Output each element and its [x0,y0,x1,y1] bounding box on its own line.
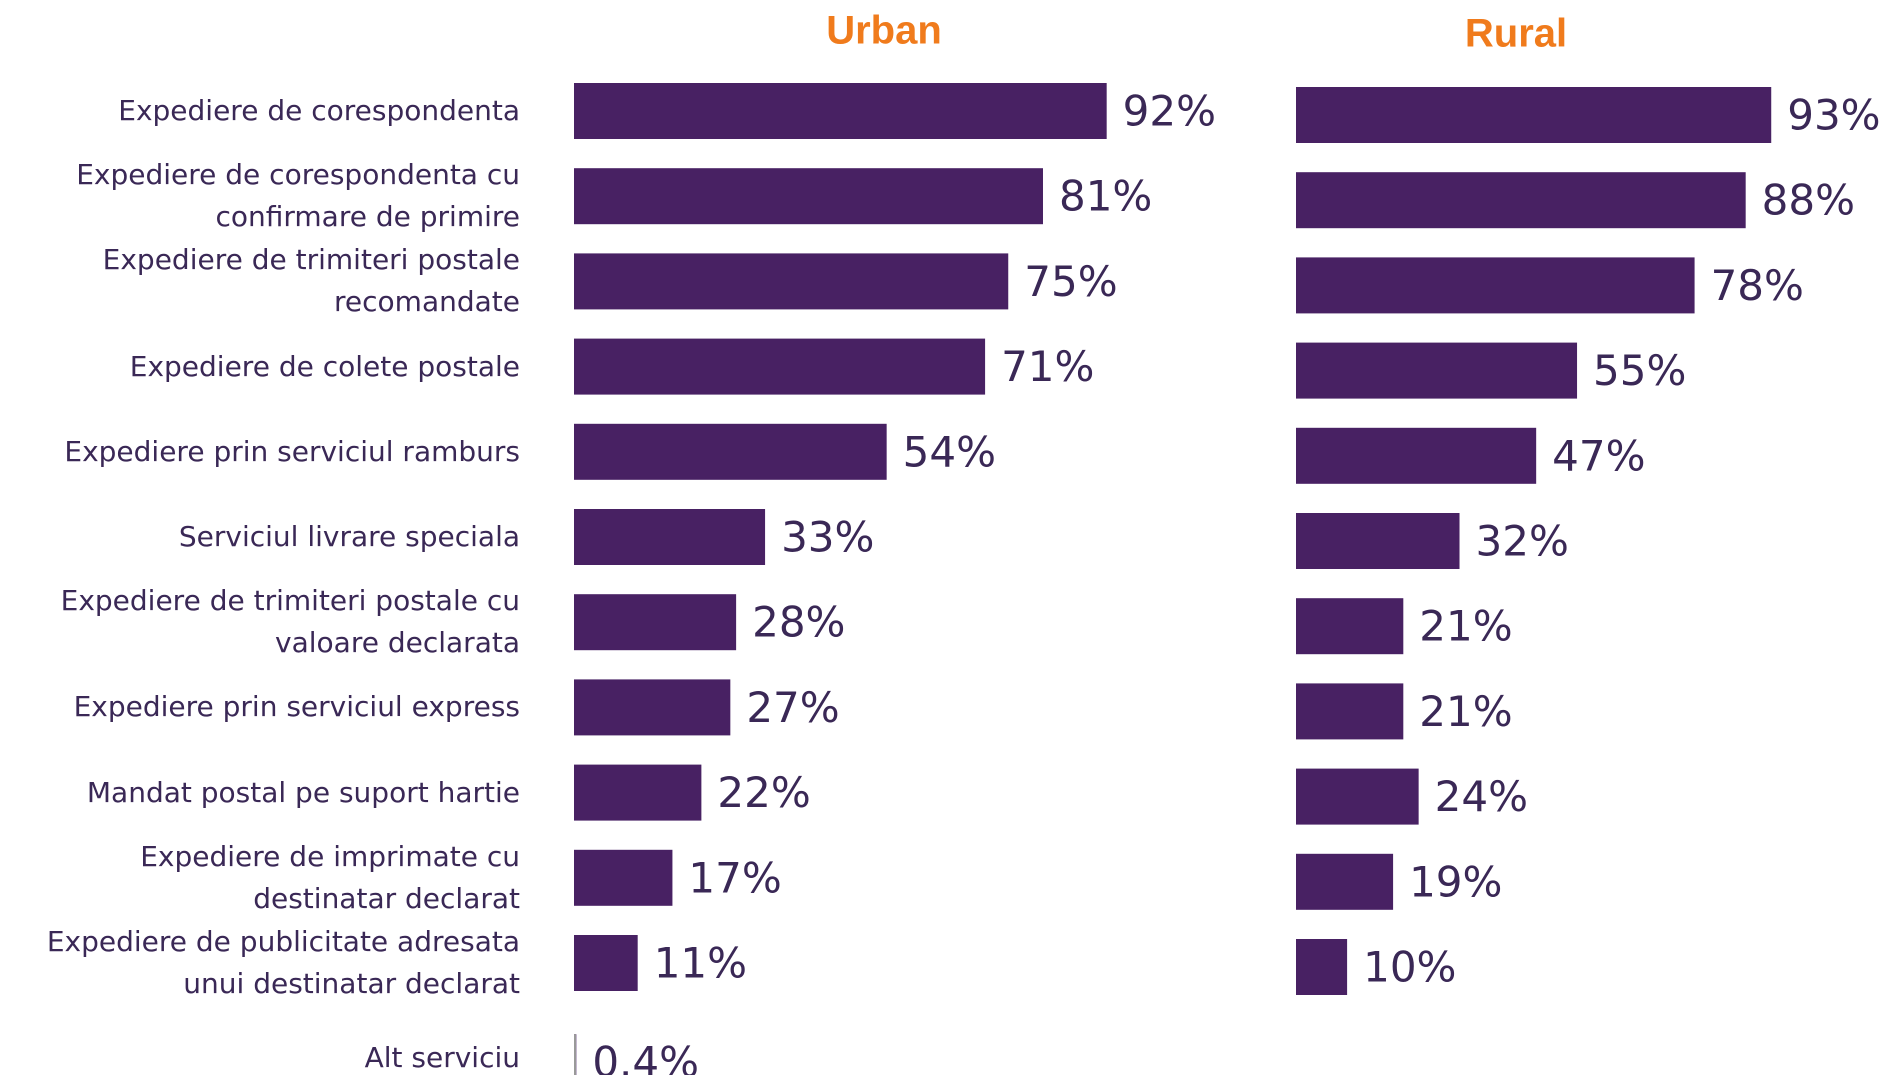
bar [1296,853,1394,910]
value-label: 32% [1476,517,1569,566]
value-label: 17% [688,853,781,902]
category-label: Expediere de trimiteri postale cu valoar… [60,584,520,660]
category-label: Expediere de publicitate adresata unui d… [46,925,520,1000]
category-label: Expediere de imprimate cu destinatar dec… [140,839,520,915]
value-label: 55% [1593,346,1686,395]
category-label: Expediere de colete postale [129,349,520,383]
value-label: 22% [717,768,810,817]
bar [574,935,638,991]
bar [1296,172,1746,229]
value-label: 24% [1435,772,1528,821]
value-label: 54% [903,427,996,476]
value-label: 28% [752,598,845,647]
value-label: 92% [1123,87,1216,136]
value-label: 88% [1762,176,1855,225]
value-label: 93% [1787,91,1880,140]
bar [1296,683,1404,740]
bar [574,253,1009,310]
bar [574,849,673,906]
value-label: 75% [1024,257,1117,306]
bar [574,764,702,821]
category-label: Alt serviciu [364,1041,520,1075]
bar [1296,87,1772,143]
value-label: 27% [746,683,839,732]
bar [574,423,887,480]
value-label: 47% [1552,431,1645,480]
value-label: 81% [1059,172,1152,221]
category-label: Expediere prin serviciul ramburs [64,434,520,468]
bar [574,679,731,736]
value-label: 10% [1363,943,1456,992]
bar [574,338,986,395]
category-label: Expediere de trimiteri postale recomanda… [102,243,520,319]
value-label: 21% [1419,687,1512,736]
bar [574,168,1043,225]
bar [1296,342,1578,399]
value-label: 11% [654,939,747,988]
bar [574,83,1107,139]
value-label: 33% [781,513,874,562]
bar [574,594,737,651]
bar [1296,939,1348,995]
value-label: 19% [1409,857,1502,906]
bar [1296,513,1460,569]
chart-title: Rural [1465,12,1567,56]
value-label: 21% [1419,602,1512,651]
category-label: Expediere prin serviciul express [73,690,520,724]
bar [1296,257,1695,314]
category-label: Expediere de corespondenta cu confirmare… [76,158,520,234]
bar [1296,598,1404,655]
value-label: 78% [1711,261,1804,310]
value-label: 0.4% [592,1038,699,1075]
value-label: 71% [1001,342,1094,391]
category-label: Expediere de corespondenta [118,94,520,127]
chart-title: Urban [826,9,942,53]
category-label: Serviciul livrare speciala [178,520,520,553]
bar [1296,427,1537,484]
bar [574,509,766,565]
category-label: Mandat postal pe suport hartie [86,775,520,809]
bar [1296,768,1419,825]
